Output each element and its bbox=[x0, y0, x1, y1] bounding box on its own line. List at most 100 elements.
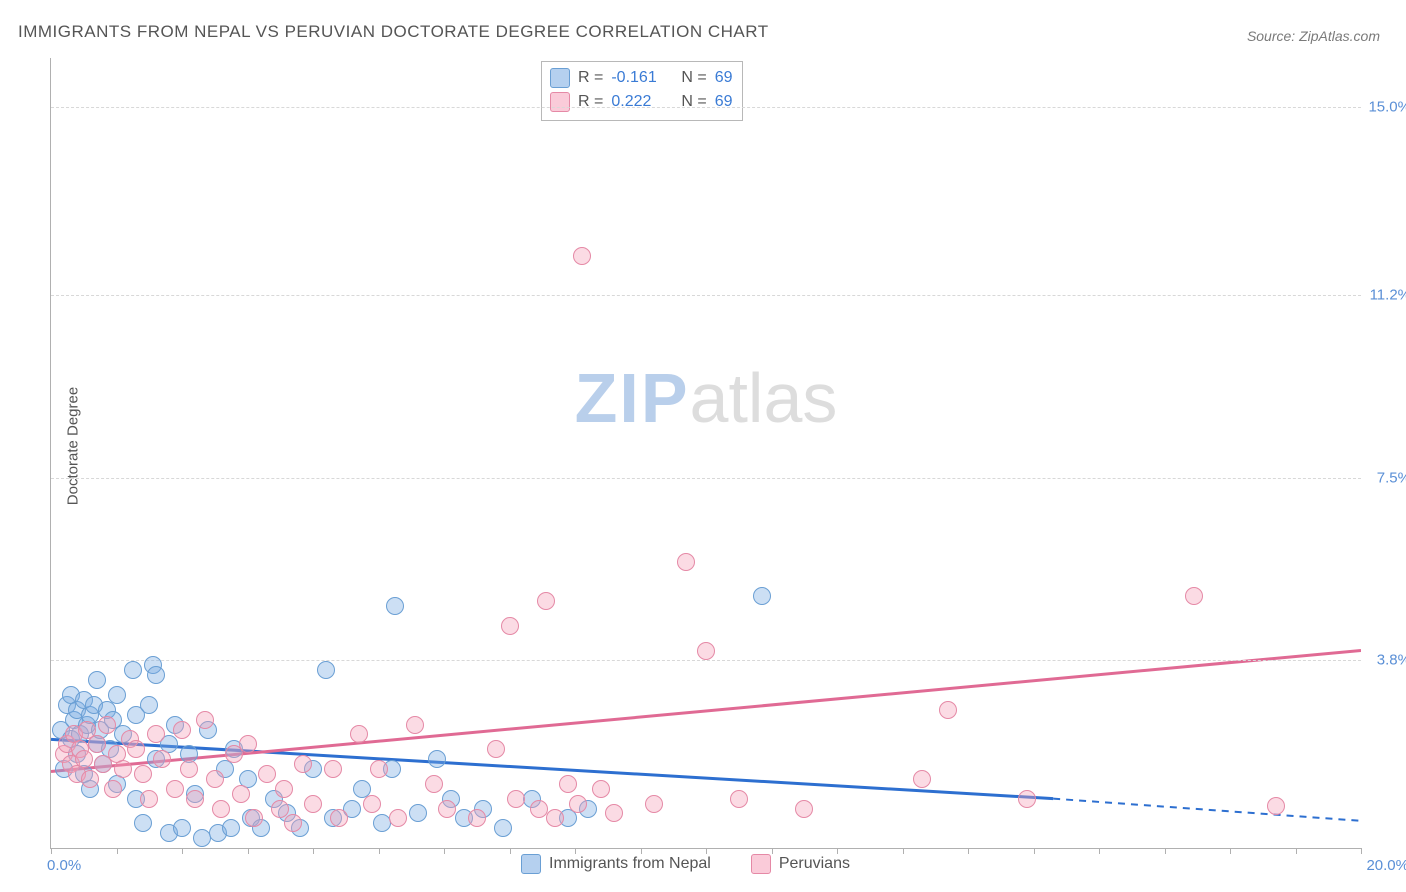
data-point bbox=[494, 819, 512, 837]
stat-n-label: N = bbox=[681, 69, 706, 87]
swatch-blue-icon bbox=[550, 68, 570, 88]
data-point bbox=[127, 740, 145, 758]
stat-r-label: R = bbox=[578, 69, 603, 87]
x-tick bbox=[379, 848, 380, 854]
data-point bbox=[330, 809, 348, 827]
data-point bbox=[239, 735, 257, 753]
trendline bbox=[51, 651, 1361, 772]
data-point bbox=[81, 770, 99, 788]
data-point bbox=[501, 617, 519, 635]
gridline bbox=[51, 295, 1361, 296]
data-point bbox=[697, 642, 715, 660]
data-point bbox=[1185, 587, 1203, 605]
data-point bbox=[645, 795, 663, 813]
legend-label: Immigrants from Nepal bbox=[549, 855, 711, 873]
data-point bbox=[206, 770, 224, 788]
data-point bbox=[108, 686, 126, 704]
data-point bbox=[212, 800, 230, 818]
x-tick bbox=[313, 848, 314, 854]
data-point bbox=[428, 750, 446, 768]
data-point bbox=[173, 819, 191, 837]
data-point bbox=[140, 790, 158, 808]
data-point bbox=[1018, 790, 1036, 808]
data-point bbox=[730, 790, 748, 808]
data-point bbox=[294, 755, 312, 773]
data-point bbox=[134, 814, 152, 832]
data-point bbox=[370, 760, 388, 778]
data-point bbox=[304, 795, 322, 813]
stats-row-peruvians: R = 0.222 N = 69 bbox=[550, 90, 732, 114]
x-tick bbox=[1230, 848, 1231, 854]
data-point bbox=[913, 770, 931, 788]
data-point bbox=[406, 716, 424, 734]
data-point bbox=[677, 553, 695, 571]
legend-item-nepal: Immigrants from Nepal bbox=[521, 854, 711, 874]
data-point bbox=[559, 775, 577, 793]
data-point bbox=[147, 725, 165, 743]
x-tick bbox=[51, 848, 52, 854]
data-point bbox=[569, 795, 587, 813]
x-axis-min-label: 0.0% bbox=[47, 857, 81, 874]
data-point bbox=[389, 809, 407, 827]
y-tick-label: 15.0% bbox=[1366, 99, 1406, 116]
swatch-pink-icon bbox=[751, 854, 771, 874]
data-point bbox=[530, 800, 548, 818]
data-point bbox=[468, 809, 486, 827]
y-tick-label: 3.8% bbox=[1366, 652, 1406, 669]
data-point bbox=[98, 716, 116, 734]
data-point bbox=[284, 814, 302, 832]
data-point bbox=[795, 800, 813, 818]
x-tick bbox=[1296, 848, 1297, 854]
data-point bbox=[166, 780, 184, 798]
data-point bbox=[939, 701, 957, 719]
x-tick bbox=[837, 848, 838, 854]
data-point bbox=[1267, 797, 1285, 815]
data-point bbox=[324, 760, 342, 778]
x-tick bbox=[182, 848, 183, 854]
data-point bbox=[88, 735, 106, 753]
data-point bbox=[258, 765, 276, 783]
x-tick bbox=[1099, 848, 1100, 854]
stat-r-value: -0.161 bbox=[611, 69, 667, 87]
x-tick bbox=[575, 848, 576, 854]
data-point bbox=[537, 592, 555, 610]
data-point bbox=[104, 780, 122, 798]
x-tick bbox=[968, 848, 969, 854]
x-tick bbox=[772, 848, 773, 854]
bottom-legend: Immigrants from Nepal Peruvians bbox=[521, 854, 850, 874]
data-point bbox=[373, 814, 391, 832]
x-tick bbox=[248, 848, 249, 854]
data-point bbox=[546, 809, 564, 827]
data-point bbox=[487, 740, 505, 758]
data-point bbox=[245, 809, 263, 827]
data-point bbox=[317, 661, 335, 679]
watermark: ZIPatlas bbox=[575, 358, 838, 438]
data-point bbox=[114, 760, 132, 778]
data-point bbox=[193, 829, 211, 847]
data-point bbox=[124, 661, 142, 679]
x-tick bbox=[444, 848, 445, 854]
x-tick bbox=[706, 848, 707, 854]
data-point bbox=[350, 725, 368, 743]
data-point bbox=[271, 800, 289, 818]
x-tick bbox=[1361, 848, 1362, 854]
x-tick bbox=[641, 848, 642, 854]
data-point bbox=[75, 750, 93, 768]
stat-n-value: 69 bbox=[715, 69, 733, 87]
gridline bbox=[51, 107, 1361, 108]
data-point bbox=[425, 775, 443, 793]
data-point bbox=[438, 800, 456, 818]
source-prefix: Source: bbox=[1247, 28, 1299, 44]
trendlines-svg bbox=[51, 58, 1361, 848]
x-tick bbox=[1034, 848, 1035, 854]
data-point bbox=[180, 760, 198, 778]
stats-row-nepal: R = -0.161 N = 69 bbox=[550, 66, 732, 90]
legend-item-peruvians: Peruvians bbox=[751, 854, 850, 874]
x-axis-max-label: 20.0% bbox=[1366, 857, 1406, 874]
y-tick-label: 7.5% bbox=[1366, 469, 1406, 486]
data-point bbox=[173, 721, 191, 739]
data-point bbox=[222, 819, 240, 837]
data-point bbox=[507, 790, 525, 808]
swatch-pink-icon bbox=[550, 92, 570, 112]
gridline bbox=[51, 660, 1361, 661]
